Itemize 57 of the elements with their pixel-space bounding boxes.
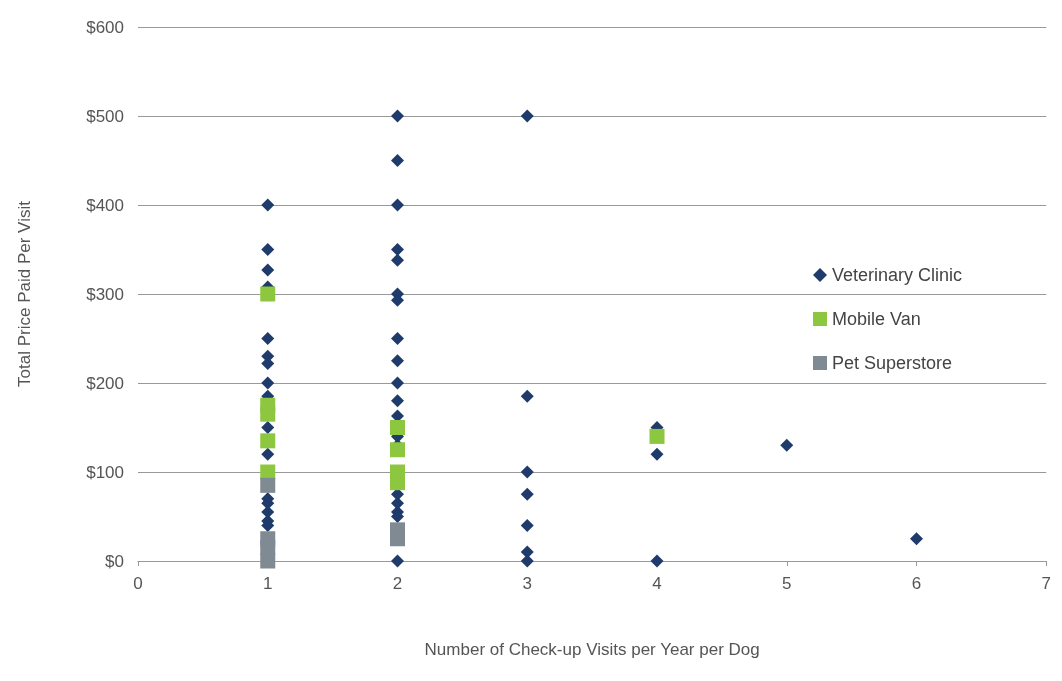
x-tick-label: 7 xyxy=(1041,574,1052,593)
legend-label: Pet Superstore xyxy=(832,353,953,373)
point xyxy=(391,354,405,368)
point xyxy=(391,376,405,390)
point xyxy=(260,406,276,422)
x-tick-label: 2 xyxy=(392,574,403,593)
point xyxy=(260,540,276,556)
x-tick-label: 4 xyxy=(652,574,662,593)
point xyxy=(391,154,405,167)
point xyxy=(261,263,275,277)
point xyxy=(390,442,406,458)
point xyxy=(520,109,534,123)
point xyxy=(650,554,664,568)
point xyxy=(261,243,275,256)
y-tick-label: $300 xyxy=(86,284,124,304)
legend-label: Veterinary Clinic xyxy=(832,265,963,285)
x-tick-label: 3 xyxy=(522,574,532,593)
point xyxy=(391,394,405,408)
point xyxy=(260,286,276,302)
point xyxy=(261,421,275,434)
point xyxy=(520,465,534,479)
point xyxy=(649,428,665,444)
x-tick-label: 0 xyxy=(133,574,143,593)
point xyxy=(260,553,276,569)
point xyxy=(391,496,405,510)
point xyxy=(260,433,276,449)
x-tick-label: 1 xyxy=(263,574,273,593)
point xyxy=(391,554,405,568)
point xyxy=(391,109,405,123)
point xyxy=(520,389,534,403)
x-tick-label: 5 xyxy=(782,574,792,593)
point xyxy=(261,447,275,461)
y-tick-label: $600 xyxy=(86,17,124,37)
point xyxy=(261,332,275,345)
point xyxy=(261,376,275,390)
point xyxy=(391,332,405,345)
y-tick-label: $100 xyxy=(86,462,124,482)
point xyxy=(261,198,275,212)
point xyxy=(520,518,534,532)
point xyxy=(910,532,924,546)
point xyxy=(520,554,534,568)
point xyxy=(260,477,276,493)
point xyxy=(391,253,405,267)
y-tick-label: $500 xyxy=(86,106,124,126)
point xyxy=(650,447,664,461)
y-tick-label: $400 xyxy=(86,195,124,215)
x-axis-title: Number of Check-up Visits per Year per Dog xyxy=(424,640,760,659)
point xyxy=(780,438,794,452)
y-axis-title: Total Price Paid Per Visit xyxy=(15,200,34,387)
point xyxy=(520,487,534,501)
y-tick-label: $200 xyxy=(86,373,124,393)
y-tick-label: $0 xyxy=(105,551,124,571)
point xyxy=(390,420,406,435)
point xyxy=(391,198,405,212)
point xyxy=(391,243,405,256)
x-tick-label: 6 xyxy=(911,574,922,593)
legend-label: Mobile Van xyxy=(832,309,921,329)
